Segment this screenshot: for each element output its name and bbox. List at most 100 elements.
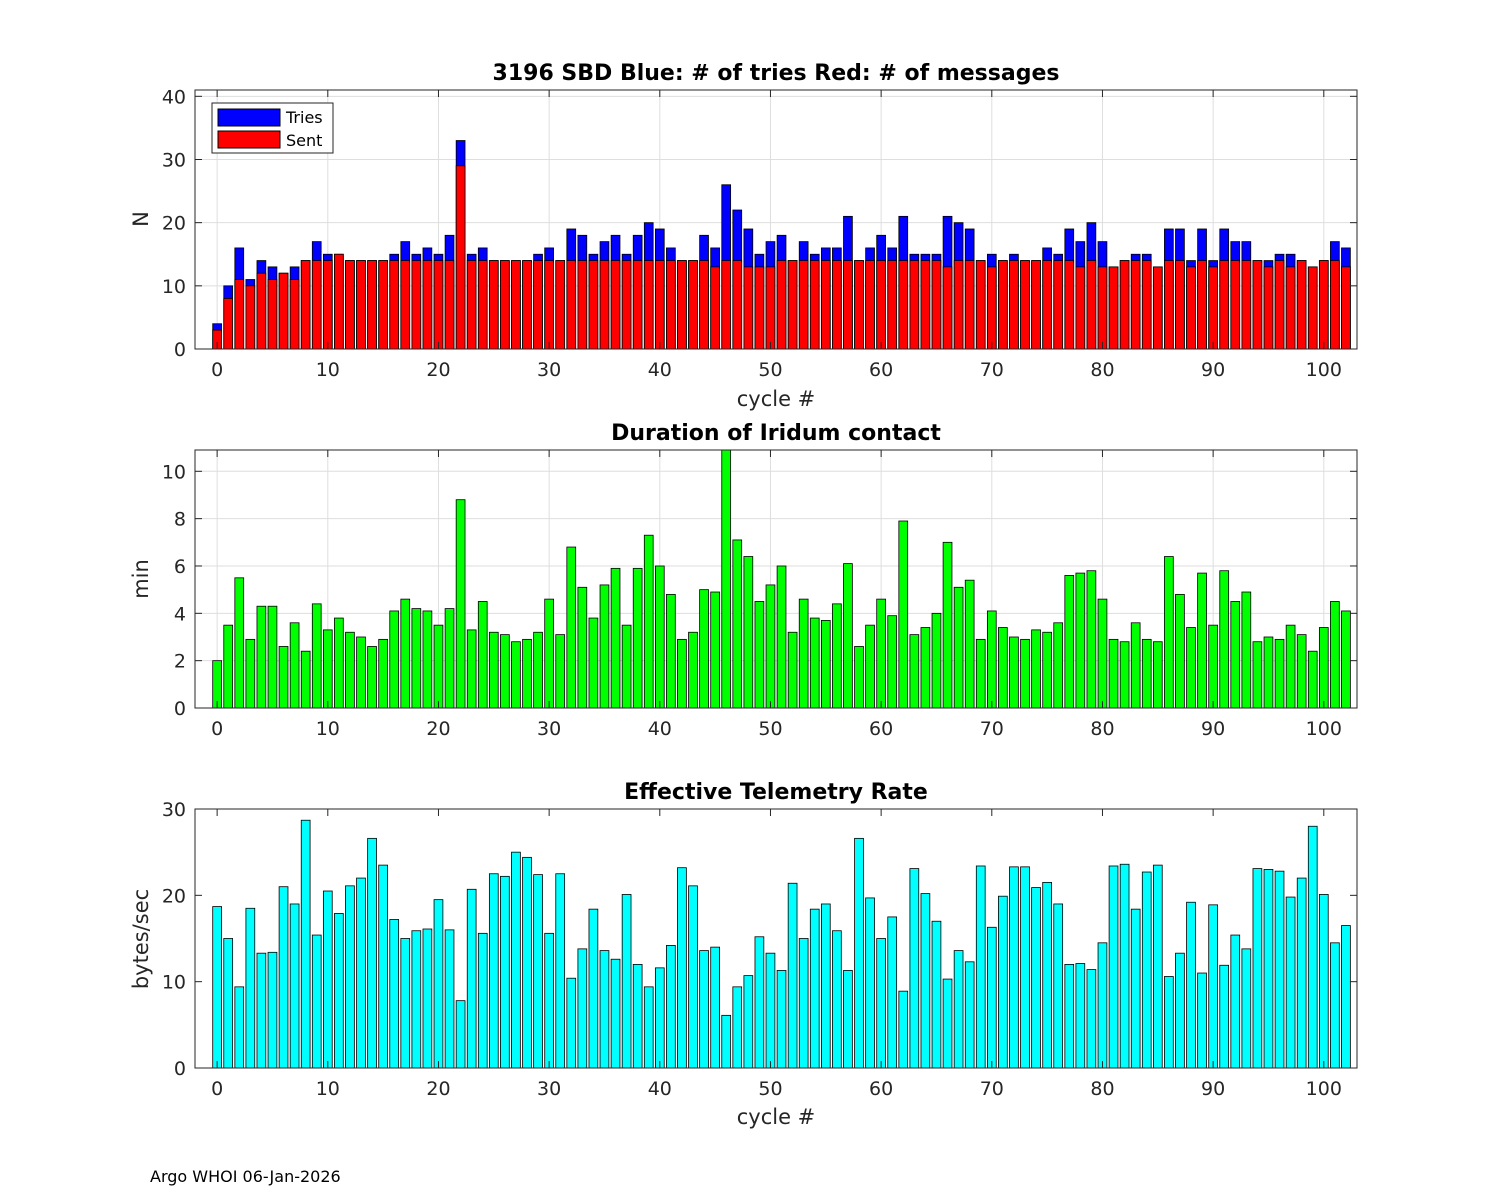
duration-bar-duration (1175, 593, 1185, 709)
duration-ytick-label: 8 (174, 509, 186, 531)
duration-ytick-label: 10 (162, 461, 186, 483)
tries-sent-bar-sent (555, 260, 566, 350)
tries-sent-bar-sent (433, 260, 444, 350)
rate-ytick-label: 20 (162, 885, 186, 907)
rate-bar-rate (1208, 904, 1218, 1069)
duration-bar-duration (854, 646, 864, 709)
tries-sent-bar-sent (998, 260, 1008, 350)
rate-bar-rate (245, 907, 256, 1069)
duration-bar-duration (1241, 591, 1252, 709)
tries-sent-bar-sent (1130, 260, 1141, 350)
duration-bar-duration (876, 598, 886, 709)
tries-sent-bar-sent (1341, 266, 1351, 350)
rate-axes-frame (194, 808, 1358, 1069)
duration-bar-duration (234, 577, 245, 709)
rate-bar-rate (1175, 952, 1185, 1069)
rate-bar-rate (1330, 942, 1340, 1069)
tries-sent-bar-sent (787, 260, 798, 350)
duration-bar-duration (699, 589, 709, 709)
rate-bar-rate (511, 851, 521, 1069)
tries-sent-bar-sent (256, 272, 267, 350)
duration-xtick-label: 10 (316, 718, 340, 740)
tries-sent-bar-sent (599, 260, 610, 350)
rate-bar-rate (809, 908, 820, 1069)
tries-sent-bar-sent (345, 260, 355, 350)
duration-bar-duration (334, 617, 344, 709)
duration-bar-duration (1053, 622, 1064, 709)
duration-bar-duration (1208, 624, 1218, 709)
rate-bar-rate (1164, 976, 1174, 1069)
rate-bar-rate (1020, 866, 1030, 1069)
tries-sent-bar-sent (378, 260, 388, 350)
rate-bar-rate (920, 893, 931, 1069)
rate-bar-rate (1341, 925, 1351, 1069)
duration-title: Duration of Iridum contact (611, 421, 941, 446)
duration-bar-duration (610, 567, 621, 709)
rate-bar-rate (1009, 866, 1019, 1069)
rate-bar-rate (389, 919, 400, 1069)
rate-bar-rate (345, 885, 355, 1069)
duration-xtick-label: 60 (869, 718, 893, 740)
duration-bar-duration (1097, 598, 1108, 709)
tries-sent-bar-sent (1241, 260, 1252, 350)
tries-sent-ytick-label: 40 (162, 86, 186, 108)
rate-bar-rate (1064, 964, 1075, 1069)
rate-bar-rate (964, 961, 975, 1069)
rate-bar-rate (699, 950, 709, 1069)
tries-sent-bar-sent (356, 260, 366, 350)
rate-bar-rate (610, 958, 621, 1069)
duration-bar-duration (1075, 572, 1086, 709)
tries-sent-bar-sent (809, 260, 820, 350)
rate-xtick-label: 30 (537, 1078, 561, 1100)
duration-bar-duration (1186, 627, 1196, 709)
rate-bar-rate (555, 873, 566, 1069)
tries-sent-bar-sent (367, 260, 377, 350)
tries-sent-bar-sent (1208, 266, 1218, 350)
tries-sent-bar-sent (798, 260, 809, 350)
duration-bar-duration (300, 650, 311, 709)
tries-sent-bar-sent (754, 266, 765, 350)
rate-xtick-label: 0 (211, 1078, 223, 1100)
duration-bar-duration (400, 598, 411, 709)
duration-bar-duration (798, 598, 809, 709)
tries-sent-bar-sent (975, 260, 986, 350)
rate-bar-rate (522, 856, 532, 1069)
tries-sent-bar-sent (1296, 260, 1307, 350)
rate-bar-rate (986, 926, 997, 1069)
duration-bar-duration (511, 641, 521, 709)
tries-sent-bar-sent (1285, 266, 1296, 350)
tries-sent-bar-sent (621, 260, 632, 350)
duration-bar-duration (367, 646, 377, 709)
rate-bar-rate (743, 975, 754, 1069)
rate-bar-rate (455, 1000, 466, 1069)
duration-ytick-label: 0 (174, 698, 186, 720)
duration-bar-duration (909, 634, 920, 709)
duration-xtick-label: 70 (980, 718, 1004, 740)
duration-xtick-label: 0 (211, 718, 223, 740)
legend-swatch-sent (217, 130, 281, 149)
duration-bar-duration (1197, 572, 1207, 709)
tries-sent-bar-sent (832, 260, 842, 350)
duration-bar-duration (455, 499, 466, 709)
rate-bar-rate (378, 864, 388, 1069)
duration-xtick-label: 50 (758, 718, 782, 740)
rate-bar-rate (832, 930, 842, 1069)
duration-bar-duration (677, 638, 687, 709)
duration-bar-duration (599, 584, 610, 709)
tries-sent-bar-sent (1086, 260, 1097, 350)
rate-bar-rate (444, 929, 455, 1069)
tries-sent-bar-sent (1164, 260, 1174, 350)
rate-bar-rate (500, 875, 510, 1069)
rate-bar-rate (732, 986, 743, 1069)
legend-label-tries: Tries (285, 108, 323, 127)
rate-xtick-label: 60 (869, 1078, 893, 1100)
duration-bar-duration (500, 634, 510, 709)
tries-sent-panel: 0 10 20 30 40 50 60 70 80 90 100 0 10 20 30 40 3196 SBD… (129, 61, 1358, 411)
duration-bar-duration (898, 520, 909, 709)
tries-sent-bar-sent (422, 260, 433, 350)
rate-bar-rate (1130, 908, 1141, 1069)
tries-sent-xtick-label: 70 (980, 359, 1004, 381)
tries-sent-xtick-label: 90 (1201, 359, 1225, 381)
tries-sent-ytick-label: 20 (162, 213, 186, 235)
rate-bar-rate (267, 951, 278, 1069)
